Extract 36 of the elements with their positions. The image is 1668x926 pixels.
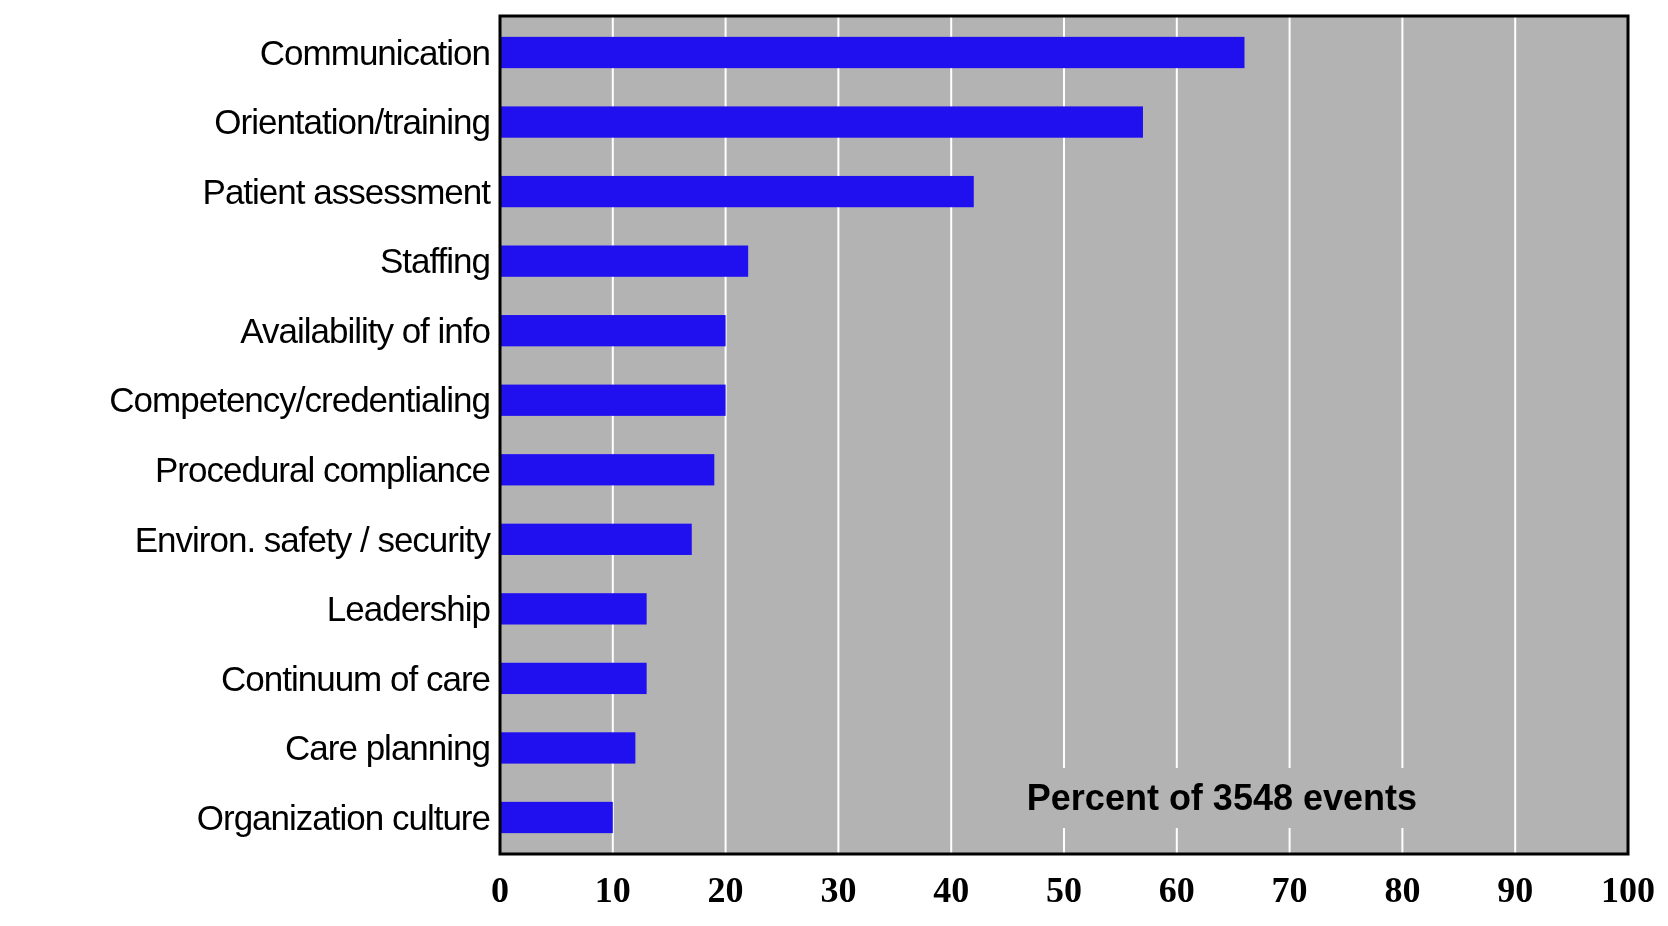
x-tick-label: 50 [1046, 870, 1082, 910]
bar [500, 662, 647, 695]
bar [500, 36, 1245, 69]
y-tick-label: Care planning [285, 728, 490, 768]
x-tick-label: 10 [594, 870, 631, 910]
x-tick-label: 20 [707, 870, 744, 910]
y-tick-label: Communication [259, 32, 490, 72]
y-tick-label: Procedural compliance [154, 450, 490, 490]
bar [500, 454, 715, 486]
y-tick-label: Organization culture [196, 797, 490, 837]
x-tick-label: 70 [1271, 870, 1308, 910]
y-tick-label: Staffing [379, 241, 490, 281]
bar [500, 315, 726, 347]
y-tick-label: Availability of info [240, 310, 490, 350]
bar [500, 732, 636, 764]
y-tick-label: Competency/credentialing [109, 380, 490, 420]
bar [500, 801, 613, 834]
y-tick-label: Leadership [326, 589, 490, 629]
x-tick-label: 100 [1601, 870, 1655, 910]
x-axis-title: Percent of 3548 events [1026, 777, 1418, 818]
bar [500, 175, 974, 208]
bar [500, 523, 692, 555]
x-tick-label: 60 [1158, 870, 1195, 910]
y-tick-label: Patient assessment [202, 171, 492, 211]
x-tick-label: 80 [1384, 870, 1421, 910]
x-tick-label: 30 [820, 870, 857, 910]
bar [500, 106, 1143, 138]
x-tick-label: 40 [933, 870, 970, 910]
x-tick-label: 0 [491, 870, 509, 910]
bar [500, 384, 726, 416]
y-tick-label: Orientation/training [214, 102, 490, 142]
y-tick-label: Environ. safety / security [134, 519, 492, 559]
y-tick-label: Continuum of care [221, 658, 490, 698]
bar [500, 245, 749, 277]
x-tick-label: 90 [1497, 870, 1534, 910]
bar [500, 593, 647, 625]
